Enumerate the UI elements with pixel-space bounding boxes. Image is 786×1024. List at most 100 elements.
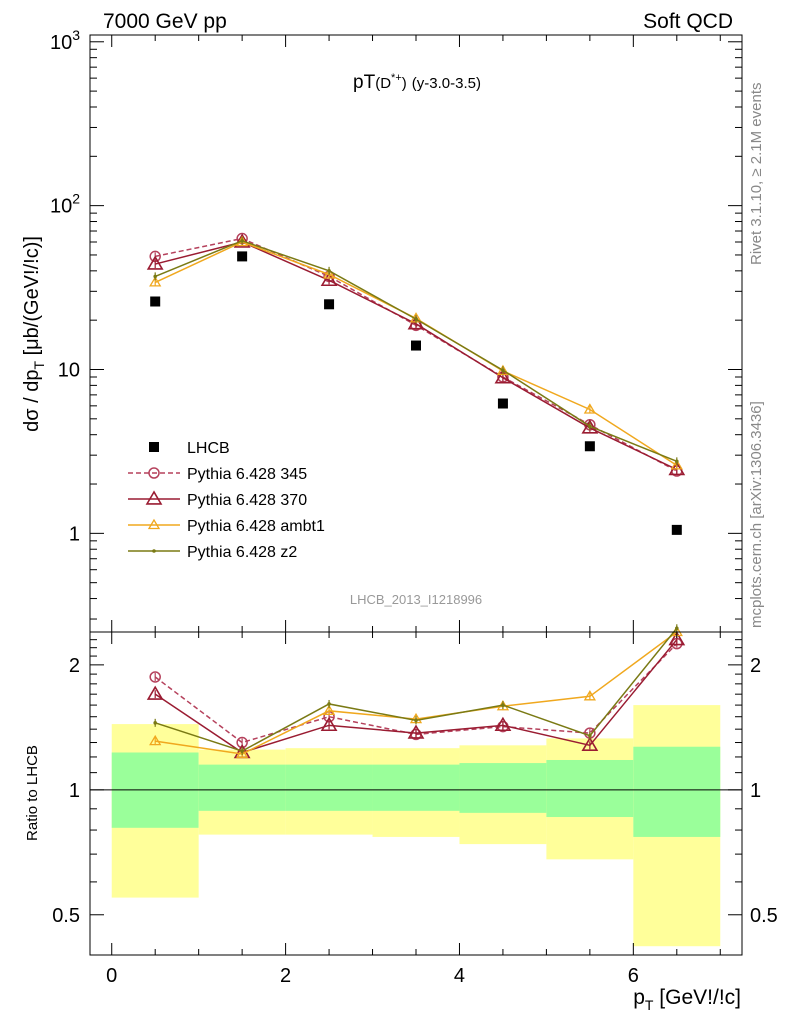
main-series-point <box>675 459 679 464</box>
legend-marker-lhcb <box>149 442 159 452</box>
plot-title-close: ) <box>402 75 407 92</box>
y-tick-label: 103 <box>50 27 80 54</box>
y-tick-label-right: 2 <box>750 655 761 677</box>
plot-title-rest: (y-3.0-3.5) <box>412 75 481 92</box>
lhcb-data-point <box>584 441 595 452</box>
y-tick-label: 10 <box>58 359 80 381</box>
y-tick-label: 2 <box>69 655 80 677</box>
lhcb-data-point <box>324 299 335 310</box>
plot-title-main: pT <box>353 72 376 93</box>
main-y-axis-label-main: dσ / dp <box>21 370 43 432</box>
main-series-point <box>494 369 512 384</box>
band-inner <box>372 764 460 811</box>
x-tick-label: 2 <box>280 965 291 987</box>
lhcb-data-point <box>411 340 421 351</box>
main-series-point <box>327 269 331 273</box>
x-axis-label: pT [GeV!/!c] <box>633 986 741 1013</box>
legend: LHCB Pythia 6.428 345 Pythia 6.428 370 Pyth… <box>128 440 325 561</box>
main-series-line-3 <box>154 240 678 463</box>
ratio-series-point <box>668 631 686 646</box>
ratio-series-point <box>583 690 597 701</box>
ratio-series-point <box>235 747 249 759</box>
main-series-point <box>146 255 164 270</box>
y-tick-label: 0.5 <box>52 905 80 927</box>
ratio-series-point <box>414 718 418 723</box>
legend-label: Pythia 6.428 z2 <box>187 544 297 561</box>
y-tick-label-right: 0.5 <box>750 905 778 927</box>
band-inner <box>198 764 286 811</box>
legend-label: Pythia 6.428 345 <box>187 466 307 483</box>
x-tick-label: 4 <box>454 965 465 987</box>
ratio-series-point <box>501 703 505 707</box>
ratio-series-point <box>675 626 679 631</box>
y-tick-label-right: 1 <box>750 780 761 802</box>
main-series-point <box>581 419 599 434</box>
ratio-series-point <box>588 733 592 738</box>
main-y-axis-label-sub: T <box>31 361 47 370</box>
legend-marker <box>152 549 156 553</box>
plot-title: pT(D*+) (y-3.0-3.5) <box>353 72 481 93</box>
side-text-bottom: mcplots.cern.ch [arXiv:1306.3436] <box>748 401 765 628</box>
x-tick-label: 0 <box>106 965 117 987</box>
ratio-series-point <box>407 724 425 739</box>
main-series-line-1 <box>155 241 678 471</box>
ratio-series-point <box>146 685 164 700</box>
ratio-series-point <box>320 716 338 732</box>
band-inner <box>459 763 547 813</box>
legend-label: LHCB <box>187 440 230 457</box>
plot-title-sup: *+ <box>391 72 402 84</box>
band-inner <box>285 764 373 811</box>
legend-marker <box>148 467 160 479</box>
side-text-top: Rivet 3.1.10, ≥ 2.1M events <box>748 83 765 266</box>
band-inner <box>633 746 721 837</box>
ratio-series-point <box>494 716 512 732</box>
legend-label: Pythia 6.428 370 <box>187 492 307 509</box>
main-series-point <box>240 239 244 243</box>
lhcb-data-point <box>237 251 248 262</box>
x-axis-label-rest: [GeV!/!c] <box>653 986 741 1009</box>
y-tick-label: 102 <box>50 191 80 218</box>
y-tick-label: 1 <box>69 780 80 802</box>
main-y-axis-label: dσ / dpT [μb/(GeV!/!c)] <box>21 236 47 432</box>
ratio-series-point <box>153 721 157 725</box>
ratio-series-point <box>240 749 244 753</box>
main-series-point <box>501 368 505 373</box>
main-plot: 1 10 102 103 <box>50 27 743 633</box>
legend-marker <box>145 490 163 505</box>
ratio-plot: 0 2 4 6 0.5 0.5 1 1 2 2 <box>52 624 778 987</box>
header-right: Soft QCD <box>643 10 733 33</box>
main-series-point <box>322 268 336 279</box>
x-axis-label-main: p <box>633 986 645 1009</box>
ratio-series-point <box>149 671 161 683</box>
header-left: 7000 GeV pp <box>103 10 227 33</box>
main-series-point <box>320 271 338 287</box>
plot-title-paren: (D <box>375 75 391 92</box>
y-tick-label: 1 <box>69 523 80 545</box>
x-tick-label: 6 <box>628 965 639 987</box>
band-inner <box>546 759 634 818</box>
legend-label: Pythia 6.428 ambt1 <box>187 518 325 535</box>
main-series-line-0 <box>155 237 678 472</box>
main-series-point <box>233 233 251 248</box>
lhcb-data-point <box>497 398 508 409</box>
main-series-point <box>588 424 592 429</box>
ratio-y-axis-label: Ratio to LHCB <box>24 745 41 841</box>
main-series-point <box>407 315 425 330</box>
ratio-series-point <box>327 702 331 706</box>
lhcb-data-point <box>150 296 161 307</box>
lhcb-data-point <box>671 524 682 535</box>
main-series-point <box>153 274 157 279</box>
main-y-axis-label-rest: [μb/(GeV!/!c)] <box>21 236 43 361</box>
main-series-point <box>583 403 597 414</box>
legend-marker <box>147 518 161 530</box>
main-series-point <box>414 317 418 321</box>
main-series-point <box>149 276 162 287</box>
x-axis-label-sub: T <box>645 997 654 1013</box>
ratio-series-line-0 <box>154 643 678 744</box>
main-plot-frame <box>89 34 743 633</box>
analysis-watermark: LHCB_2013_I1218996 <box>350 592 482 607</box>
main-series-point <box>670 459 683 470</box>
main-series-point <box>496 364 510 376</box>
ratio-series-point <box>322 704 336 715</box>
